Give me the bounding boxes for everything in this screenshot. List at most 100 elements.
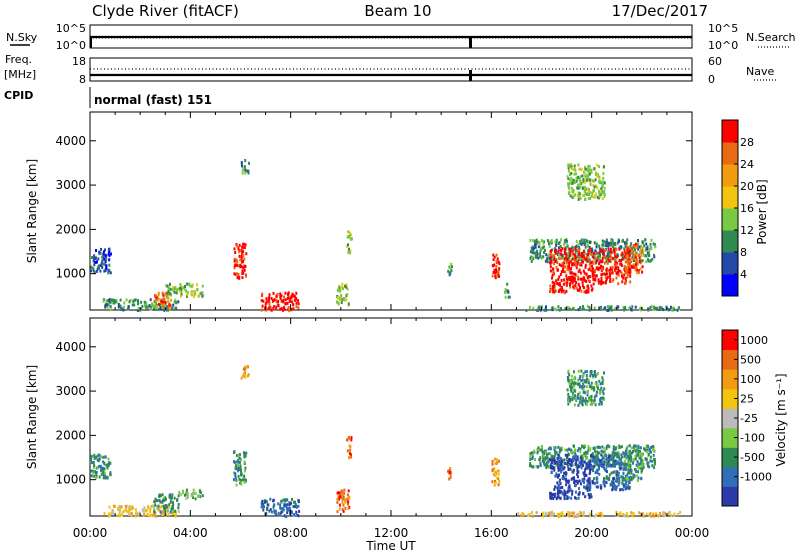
- power-cell: [585, 238, 588, 242]
- velocity-cell: [280, 511, 283, 515]
- velocity-cell: [617, 473, 620, 477]
- velocity-cell: [602, 480, 605, 484]
- velocity-cell: [582, 460, 585, 464]
- velocity-cell: [194, 497, 197, 501]
- power-cell: [242, 246, 245, 250]
- velocity-cell: [576, 481, 579, 485]
- power-cell: [559, 288, 562, 292]
- power-cell: [582, 250, 585, 254]
- velocity-cell: [269, 508, 272, 512]
- velocity-cell: [591, 374, 594, 377]
- velocity-colorbar-label: Velocity [m s⁻¹]: [774, 373, 788, 466]
- velocity-cell: [192, 488, 195, 492]
- velocity-cell: [600, 511, 603, 515]
- velocity-cell: [103, 461, 106, 465]
- power-cell: [560, 279, 563, 282]
- velocity-cell: [583, 485, 585, 489]
- power-cell: [614, 266, 617, 270]
- power-cell: [264, 308, 267, 312]
- velocity-cell: [587, 493, 590, 496]
- power-cell: [577, 191, 580, 195]
- velocity-cell: [599, 463, 601, 466]
- velocity-cell: [94, 470, 97, 474]
- velocity-cell: [339, 495, 342, 499]
- velocity-cell: [342, 509, 345, 513]
- power-cell: [589, 178, 592, 182]
- power-region-15: [624, 242, 644, 277]
- power-cell: [339, 289, 342, 293]
- power-cell: [495, 264, 498, 268]
- power-cell: [234, 257, 237, 261]
- power-cell: [624, 281, 627, 285]
- velocity-cell: [559, 482, 562, 486]
- velocity-cell: [624, 449, 627, 453]
- power-cell: [598, 175, 601, 179]
- velocity-cell: [350, 436, 353, 440]
- velocity-cell: [176, 498, 179, 501]
- power-cell: [658, 306, 661, 310]
- power-cell: [560, 285, 563, 289]
- velocity-cell: [171, 505, 174, 508]
- power-cell: [284, 302, 287, 306]
- power-cell: [533, 246, 535, 250]
- power-cell: [585, 272, 588, 276]
- power-cell: [638, 256, 641, 260]
- power-cell: [535, 238, 538, 242]
- power-cell: [584, 197, 586, 201]
- velocity-cell: [96, 466, 99, 470]
- velocity-cell: [638, 462, 641, 466]
- power-cell: [180, 290, 183, 294]
- velocity-cell: [529, 462, 532, 465]
- power-cell: [109, 271, 112, 275]
- velocity-cell: [553, 512, 555, 516]
- velocity-cell: [546, 456, 549, 460]
- power-cell: [587, 189, 590, 193]
- power-cell: [201, 284, 204, 288]
- velocity-cell: [161, 504, 164, 508]
- power-cell: [163, 308, 166, 312]
- velocity-cell: [653, 462, 656, 466]
- velocity-cell: [638, 455, 640, 459]
- velocity-cell: [233, 451, 235, 454]
- power-cell: [568, 190, 571, 194]
- power-cell: [542, 241, 545, 245]
- noise-right-tick-bottom: 10^0: [708, 39, 738, 52]
- velocity-cell: [272, 498, 275, 502]
- velocity-cell: [583, 477, 586, 481]
- velocity-cell: [593, 395, 596, 399]
- velocity-region-16: [517, 510, 682, 519]
- velocity-cell: [269, 497, 272, 501]
- velocity-cell: [344, 498, 347, 502]
- power-cell: [580, 238, 583, 242]
- velocity-cell: [172, 506, 175, 510]
- velocity-cell: [178, 490, 181, 494]
- velocity-cell: [628, 487, 631, 491]
- power-cell: [641, 265, 644, 269]
- power-cell: [573, 247, 576, 251]
- power-cell: [600, 276, 603, 280]
- power-cell: [244, 168, 247, 172]
- velocity-cell: [637, 446, 640, 450]
- power-cell: [190, 292, 193, 296]
- velocity-cell: [594, 456, 597, 460]
- power-cell: [594, 194, 597, 198]
- power-cell: [537, 306, 540, 310]
- power-cell: [103, 257, 106, 261]
- velocity-cell: [237, 453, 240, 457]
- power-cell: [586, 169, 589, 173]
- velocity-cell: [601, 376, 604, 380]
- power-colorbar-segment: [722, 274, 738, 297]
- power-cell: [607, 308, 610, 312]
- power-cell: [260, 308, 263, 312]
- power-cell: [563, 261, 566, 265]
- power-cell: [593, 167, 596, 171]
- velocity-cell: [95, 455, 97, 459]
- velocity-cell: [613, 460, 616, 463]
- power-cell: [143, 300, 146, 304]
- power-cell: [579, 271, 582, 275]
- velocity-cell: [587, 477, 590, 481]
- velocity-cell: [615, 476, 618, 480]
- power-cell: [568, 181, 571, 185]
- power-cell: [573, 277, 576, 281]
- power-cell: [268, 306, 271, 309]
